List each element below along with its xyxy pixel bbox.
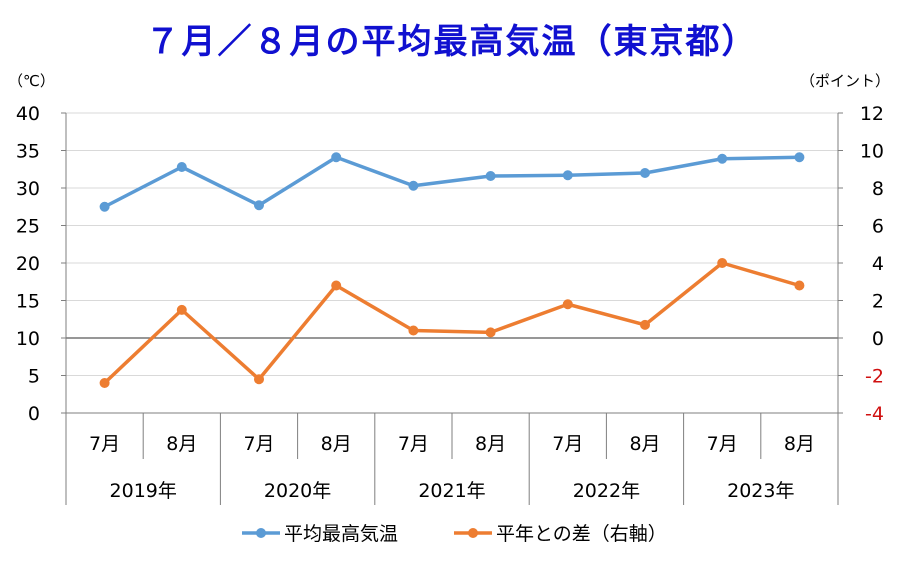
right-tick-label: 2 xyxy=(872,291,884,313)
data-point xyxy=(408,325,419,336)
left-tick-label: 35 xyxy=(16,141,40,163)
left-tick-label: 0 xyxy=(28,403,40,425)
data-point xyxy=(485,171,496,181)
right-tick-label: -4 xyxy=(865,403,884,425)
series-line-0 xyxy=(103,155,800,209)
data-point xyxy=(485,327,496,338)
year-label: 2022年 xyxy=(573,480,640,502)
left-tick-label: 30 xyxy=(16,178,40,200)
right-axis-ticks: -4 -2 0 2 4 6 8 10 12 xyxy=(860,103,884,425)
series-lines xyxy=(99,152,805,388)
month-label: 7月 xyxy=(552,433,583,455)
chart-title: ７月／８月の平均最高気温（東京都） xyxy=(145,22,758,62)
month-label: 7月 xyxy=(707,433,738,455)
legend-label: 平均最高気温 xyxy=(284,523,398,545)
right-tick-label: 4 xyxy=(872,253,884,275)
gridlines xyxy=(66,112,838,376)
data-point xyxy=(794,280,805,291)
data-point xyxy=(254,200,264,211)
data-point xyxy=(254,374,264,385)
legend-label: 平年との差（右軸） xyxy=(496,523,667,545)
month-label: 8月 xyxy=(321,433,352,455)
month-label: 8月 xyxy=(629,433,660,455)
left-axis-unit: （℃） xyxy=(8,72,55,90)
right-tick-label: 6 xyxy=(872,216,884,238)
left-tick-label: 25 xyxy=(16,216,40,238)
category-axis: 7月 8月 7月 8月 7月 8月 7月 8月 7月 8月 2019年 2020年 2021年 2022年… xyxy=(65,413,839,505)
left-axis-ticks: 0 5 10 15 20 25 30 35 40 xyxy=(16,103,40,425)
legend: 平均最高気温 平年との差（右軸） xyxy=(242,523,667,545)
legend-marker xyxy=(468,528,478,538)
data-point xyxy=(99,201,110,212)
data-point xyxy=(408,180,419,191)
data-point xyxy=(794,152,805,163)
month-label: 7月 xyxy=(89,433,120,455)
data-point xyxy=(176,304,187,315)
left-tick-label: 10 xyxy=(16,328,40,350)
month-label: 7月 xyxy=(243,433,274,455)
left-tick-label: 5 xyxy=(28,366,40,388)
year-label: 2023年 xyxy=(727,480,794,502)
right-tick-label: 12 xyxy=(860,103,884,125)
month-label: 8月 xyxy=(784,433,815,455)
data-point xyxy=(640,168,650,178)
year-label: 2019年 xyxy=(110,480,177,502)
year-label: 2020年 xyxy=(264,480,331,502)
right-tick-label: 8 xyxy=(872,178,884,200)
right-tick-label: 0 xyxy=(872,328,884,350)
right-axis-unit: （ポイント） xyxy=(800,72,890,90)
series-line-1 xyxy=(103,261,800,385)
legend-marker xyxy=(256,528,266,538)
data-point xyxy=(717,153,728,164)
data-point xyxy=(562,299,573,310)
right-tick-label: -2 xyxy=(865,366,884,388)
data-point xyxy=(176,162,187,172)
year-label: 2021年 xyxy=(418,480,485,502)
left-tick-label: 15 xyxy=(16,291,40,313)
month-label: 7月 xyxy=(398,433,429,455)
month-label: 8月 xyxy=(166,433,197,455)
data-point xyxy=(640,319,650,330)
data-point xyxy=(331,280,342,291)
left-tick-label: 40 xyxy=(16,103,40,125)
right-tick-label: 10 xyxy=(860,141,884,163)
data-point xyxy=(331,152,342,163)
month-label: 8月 xyxy=(475,433,506,455)
data-point xyxy=(562,170,573,181)
data-point xyxy=(99,378,110,388)
left-tick-label: 20 xyxy=(16,253,40,275)
data-point xyxy=(717,258,728,268)
